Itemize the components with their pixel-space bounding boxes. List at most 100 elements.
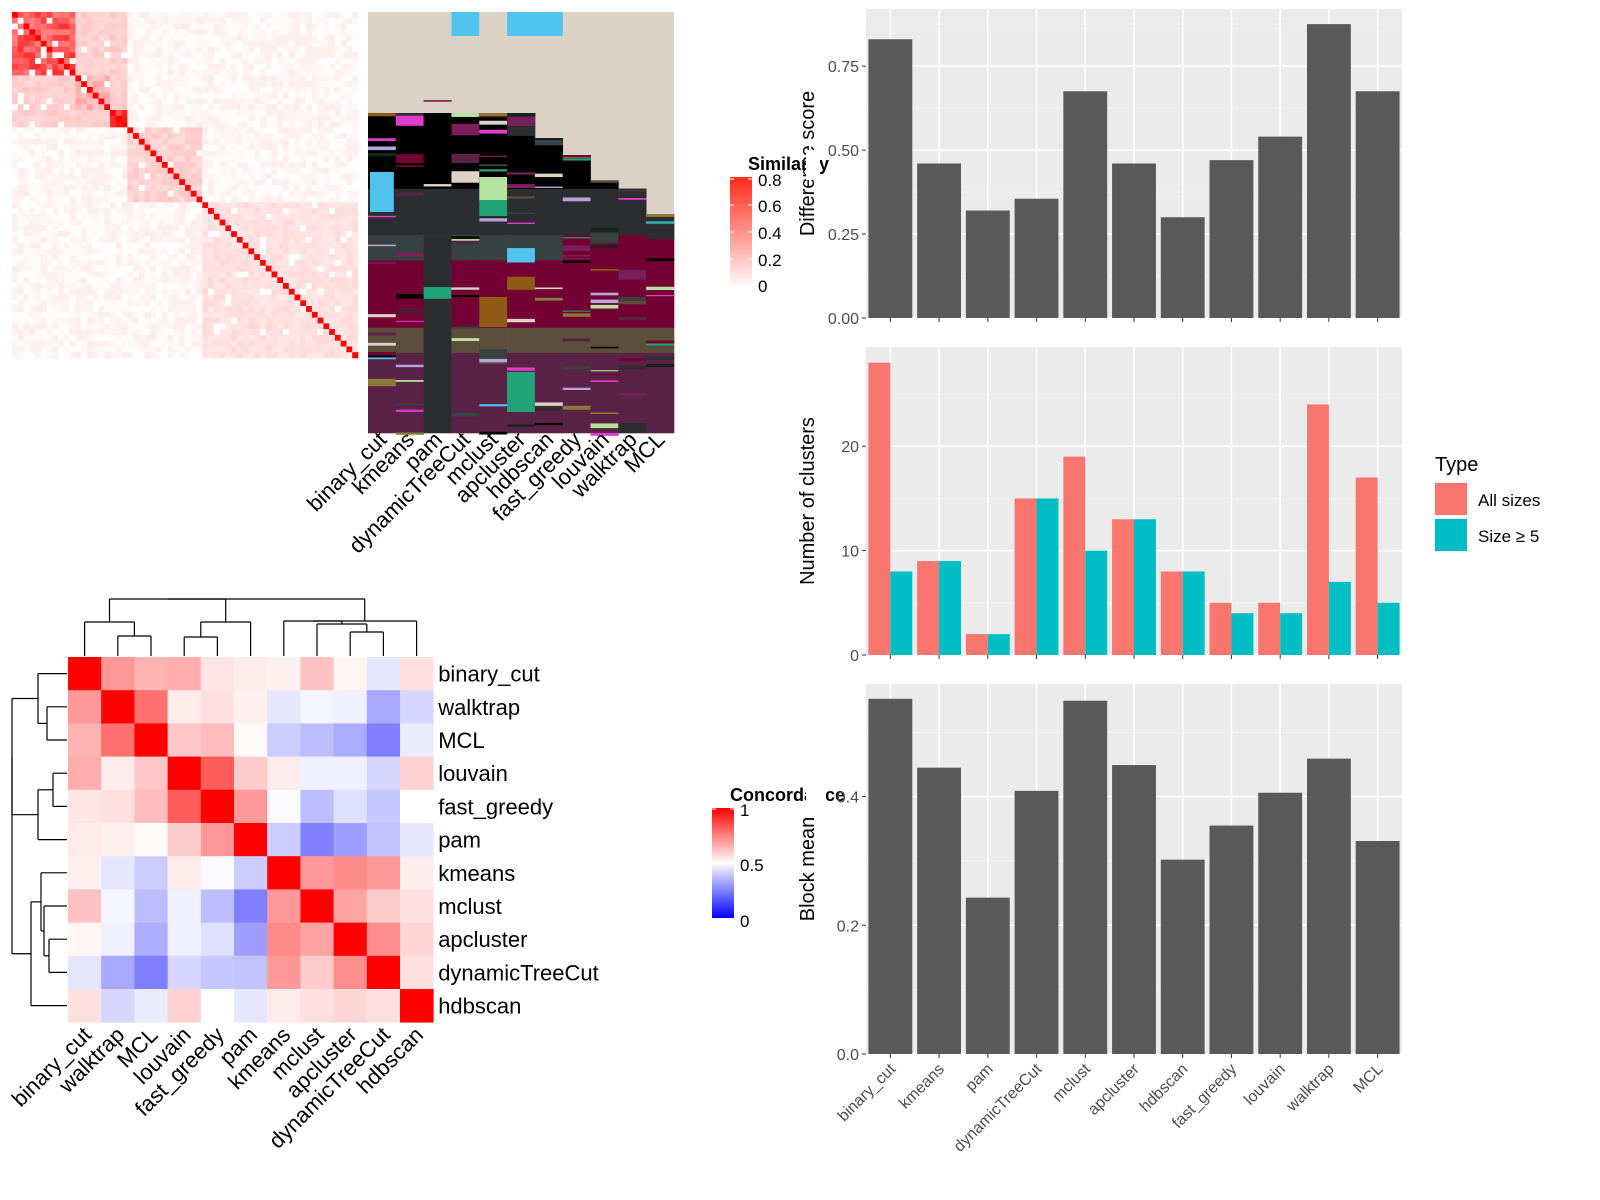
similarity-cell [12,46,19,53]
similarity-cell [40,306,47,313]
similarity-cell [202,213,209,220]
similarity-cell [329,334,336,341]
similarity-cell [317,81,324,88]
similarity-cell [340,144,347,151]
similarity-cell [92,179,99,186]
similarity-cell [254,104,261,111]
similarity-cell [340,225,347,232]
similarity-cell [202,144,209,151]
similarity-cell [254,23,261,30]
similarity-cell [150,138,157,145]
similarity-cell [58,334,65,341]
assignment-band [507,327,536,354]
similarity-cell [288,329,295,336]
similarity-cell [306,196,313,203]
similarity-cell [185,92,192,99]
similarity-cell [265,248,272,255]
similarity-cell [104,340,111,347]
similarity-cell [294,17,301,24]
similarity-cell [156,185,163,192]
similarity-cell [300,185,307,192]
similarity-cell [300,35,307,42]
similarity-cell [156,12,163,19]
similarity-cell [110,231,117,238]
similarity-cell [225,329,232,336]
similarity-cell [179,190,186,197]
similarity-cell [81,167,88,174]
similarity-cell [110,254,117,261]
similarity-cell [133,121,140,128]
similarity-cell [300,133,307,140]
similarity-cell [75,340,82,347]
assignment-stripe [590,292,619,296]
similarity-cell [92,86,99,94]
similarity-cell [138,17,145,24]
similarity-cell [58,121,65,128]
similarity-cell [23,46,30,53]
similarity-cell [283,121,290,128]
similarity-cell [23,300,30,307]
similarity-cell [35,35,42,42]
similarity-cell [323,225,330,232]
similarity-cell [150,346,157,353]
similarity-cell [231,190,238,197]
similarity-cell [156,115,163,122]
similarity-cell [110,46,117,53]
similarity-cell [236,329,243,336]
similarity-cell [161,110,168,117]
similarity-cell [329,225,336,232]
similarity-cell [346,329,353,336]
similarity-cell [190,133,197,140]
similarity-cell [40,254,47,261]
similarity-cell [29,242,36,249]
similarity-cell [63,340,70,347]
similarity-cell [271,340,278,347]
similarity-cell [138,311,145,318]
similarity-cell [81,190,88,197]
concordance-cell [333,690,368,724]
similarity-cell [242,46,249,53]
similarity-cell [127,265,134,272]
similarity-cell [29,75,36,82]
similarity-cell [110,294,117,301]
similarity-cell [311,58,318,65]
similarity-cell [311,202,318,209]
similarity-cell [323,300,330,307]
similarity-cell [167,86,174,94]
similarity-cell [144,236,151,243]
similarity-cell [40,58,47,65]
similarity-cell [185,133,192,140]
assignment-band [479,327,508,354]
assignment-stripe [562,155,591,158]
similarity-cell [288,58,295,65]
similarity-cell [306,294,313,301]
similarity-cell [35,340,42,347]
concordance-cell [200,690,235,724]
similarity-cell [236,52,243,59]
similarity-cell [259,179,267,186]
similarity-cell [161,150,168,157]
similarity-cell [294,115,301,122]
similarity-cell [254,75,261,82]
concordance-cell [300,690,334,724]
similarity-cell [259,196,267,203]
similarity-cell [179,40,186,47]
similarity-cell [288,277,295,284]
similarity-cell [161,346,168,353]
similarity-cell [179,150,186,157]
similarity-cell [75,208,82,215]
similarity-cell [254,248,261,255]
similarity-cell [58,40,65,47]
similarity-cell [352,265,359,272]
similarity-cell [277,346,284,353]
similarity-cell [86,92,94,99]
similarity-cell [265,86,272,94]
similarity-cell [156,63,163,70]
similarity-cell [121,185,128,192]
similarity-cell [92,190,99,197]
similarity-cell [294,185,301,192]
similarity-cell [259,167,267,174]
similarity-cell [75,254,82,261]
similarity-cell [346,259,353,267]
